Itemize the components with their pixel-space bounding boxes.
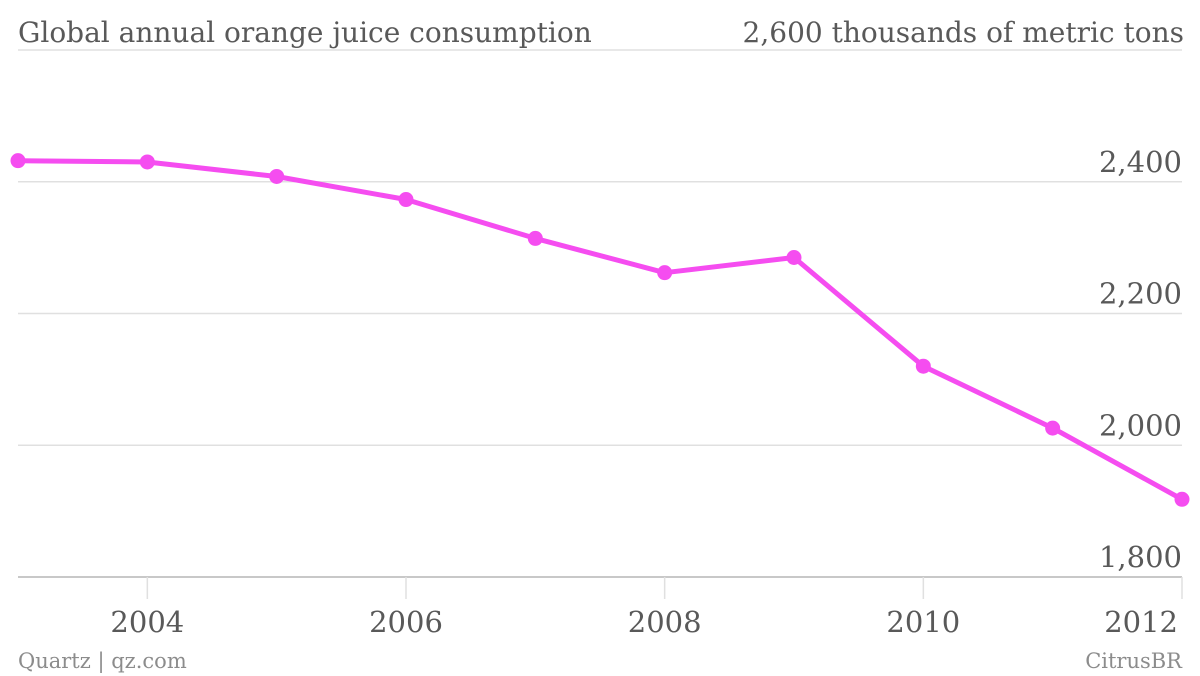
data-point [139, 154, 155, 170]
axis-ticks: 2,400 2,200 2,000 1,800 2004 2006 2008 2010 2012 [110, 145, 1183, 639]
y-tick-label: 2,200 [1099, 277, 1182, 311]
y-tick-label: 2,000 [1099, 408, 1182, 442]
grid-lines [18, 49, 1182, 578]
data-point [398, 192, 414, 208]
series-line [15, 158, 1185, 502]
data-point [1045, 420, 1061, 436]
data-point [915, 358, 931, 374]
x-tick-label: 2006 [369, 605, 443, 639]
x-tick-label: 2010 [886, 605, 960, 639]
credit-label: Quartz | qz.com [18, 649, 187, 674]
data-point [657, 265, 673, 281]
data-point [10, 153, 26, 169]
y-tick-label: 1,800 [1099, 540, 1182, 574]
data-point [527, 230, 543, 246]
data-point [786, 250, 802, 266]
data-point [1174, 491, 1190, 507]
x-tick-label: 2004 [110, 605, 184, 639]
chart-title: Global annual orange juice consumption [18, 16, 592, 49]
x-tick-label: 2008 [628, 605, 702, 639]
data-point [269, 168, 285, 184]
x-tick-label: 2012 [1104, 605, 1178, 639]
y-tick-label: 2,400 [1099, 145, 1182, 179]
data-series [10, 153, 1190, 507]
source-label: CitrusBR [1085, 649, 1183, 673]
y-top-label: 2,600 thousands of metric tons [743, 16, 1184, 49]
